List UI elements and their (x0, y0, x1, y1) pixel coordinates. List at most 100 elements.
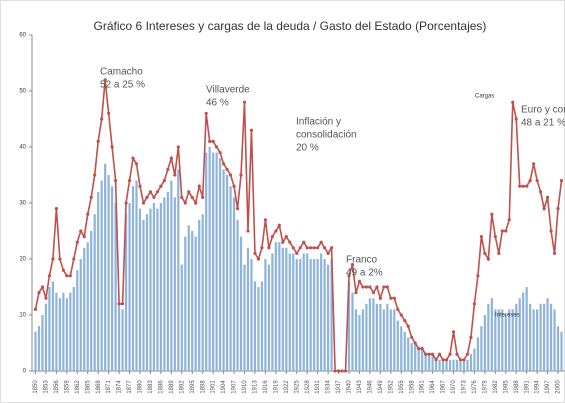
bar (264, 259, 267, 371)
x-tick-label: 1985 (503, 380, 509, 394)
x-tick-label: 1937 (336, 380, 342, 394)
bar (494, 309, 497, 371)
point (427, 352, 431, 356)
annotation: 52 a 25 % (100, 80, 145, 91)
point (162, 179, 166, 183)
point (350, 263, 355, 267)
point (183, 201, 187, 205)
x-tick-label: 1925 (294, 380, 300, 394)
x-tick-label: 1988 (514, 380, 520, 394)
point (180, 195, 184, 199)
x-tick-label: 1916 (263, 380, 269, 394)
x-tick-label: 1976 (472, 380, 478, 394)
bar (560, 331, 563, 371)
point (462, 358, 466, 362)
bar (438, 359, 441, 371)
point (552, 251, 557, 255)
point (504, 229, 508, 233)
point (382, 285, 386, 289)
bar (393, 309, 396, 371)
point (396, 307, 400, 311)
x-tick-label: 1928 (305, 380, 311, 394)
bar (145, 214, 149, 371)
bar (299, 259, 302, 371)
bar (361, 309, 365, 371)
bar (159, 203, 163, 371)
point (309, 246, 313, 250)
x-tick-label: 1982 (493, 380, 499, 394)
bar (382, 309, 385, 371)
x-tick-label: 1973 (462, 380, 468, 394)
point (68, 274, 72, 278)
x-tick-label: 1979 (482, 380, 488, 394)
point (458, 358, 463, 362)
point (511, 100, 515, 104)
point (288, 240, 292, 244)
line (34, 79, 563, 372)
bar (351, 292, 354, 371)
x-tick-label: 1991 (524, 380, 530, 394)
x-tick-label: 1865 (85, 380, 91, 394)
bar (222, 169, 225, 371)
point (281, 240, 285, 244)
bar (93, 214, 96, 371)
point (378, 296, 382, 300)
x-tick-label: 1892 (179, 380, 185, 394)
bar (403, 331, 406, 371)
x-tick-label: 1913 (253, 380, 259, 394)
bar (34, 331, 37, 371)
point (497, 251, 501, 255)
bar (62, 292, 65, 371)
bar (473, 348, 476, 371)
point (40, 285, 45, 289)
point (145, 195, 149, 199)
bar (97, 191, 100, 371)
bar (51, 281, 55, 371)
bar (421, 348, 424, 371)
x-tick-label: 1997 (545, 380, 551, 394)
point (392, 296, 396, 300)
point (228, 173, 233, 177)
x-tick-label: 1895 (190, 380, 196, 394)
bar (553, 309, 556, 371)
x-tick-label: 1859 (64, 380, 70, 394)
point (127, 179, 132, 183)
annotation: Euro y con (521, 105, 565, 116)
point (556, 207, 560, 211)
x-tick-label: 1910 (242, 380, 248, 394)
bar (417, 348, 420, 371)
bar (232, 197, 236, 371)
point (424, 352, 428, 356)
bar (431, 354, 434, 371)
point (465, 352, 470, 356)
point (270, 235, 274, 239)
bar (131, 186, 135, 371)
point (110, 145, 114, 149)
bar (414, 343, 417, 371)
annotation: 46 % (206, 98, 229, 109)
bar (236, 219, 239, 371)
bar (215, 152, 218, 371)
bar (379, 303, 382, 371)
point (559, 179, 564, 183)
y-tick-label: 0 (23, 369, 27, 375)
annotation: 48 a 21 % (521, 118, 565, 129)
point (93, 173, 97, 177)
x-tick-label: 1853 (44, 380, 50, 394)
bar (469, 354, 473, 371)
annotation: Inflación y (296, 117, 341, 128)
point (472, 302, 477, 306)
legend-label: Cargas (475, 94, 494, 100)
point (455, 352, 459, 356)
bar (239, 236, 243, 371)
point (371, 291, 375, 295)
bar (542, 303, 546, 371)
bar (128, 203, 131, 371)
point (103, 78, 107, 82)
point (107, 111, 111, 115)
bar (441, 359, 445, 371)
point (431, 352, 435, 356)
bar (281, 247, 284, 371)
point (542, 207, 546, 211)
bar (257, 287, 260, 371)
